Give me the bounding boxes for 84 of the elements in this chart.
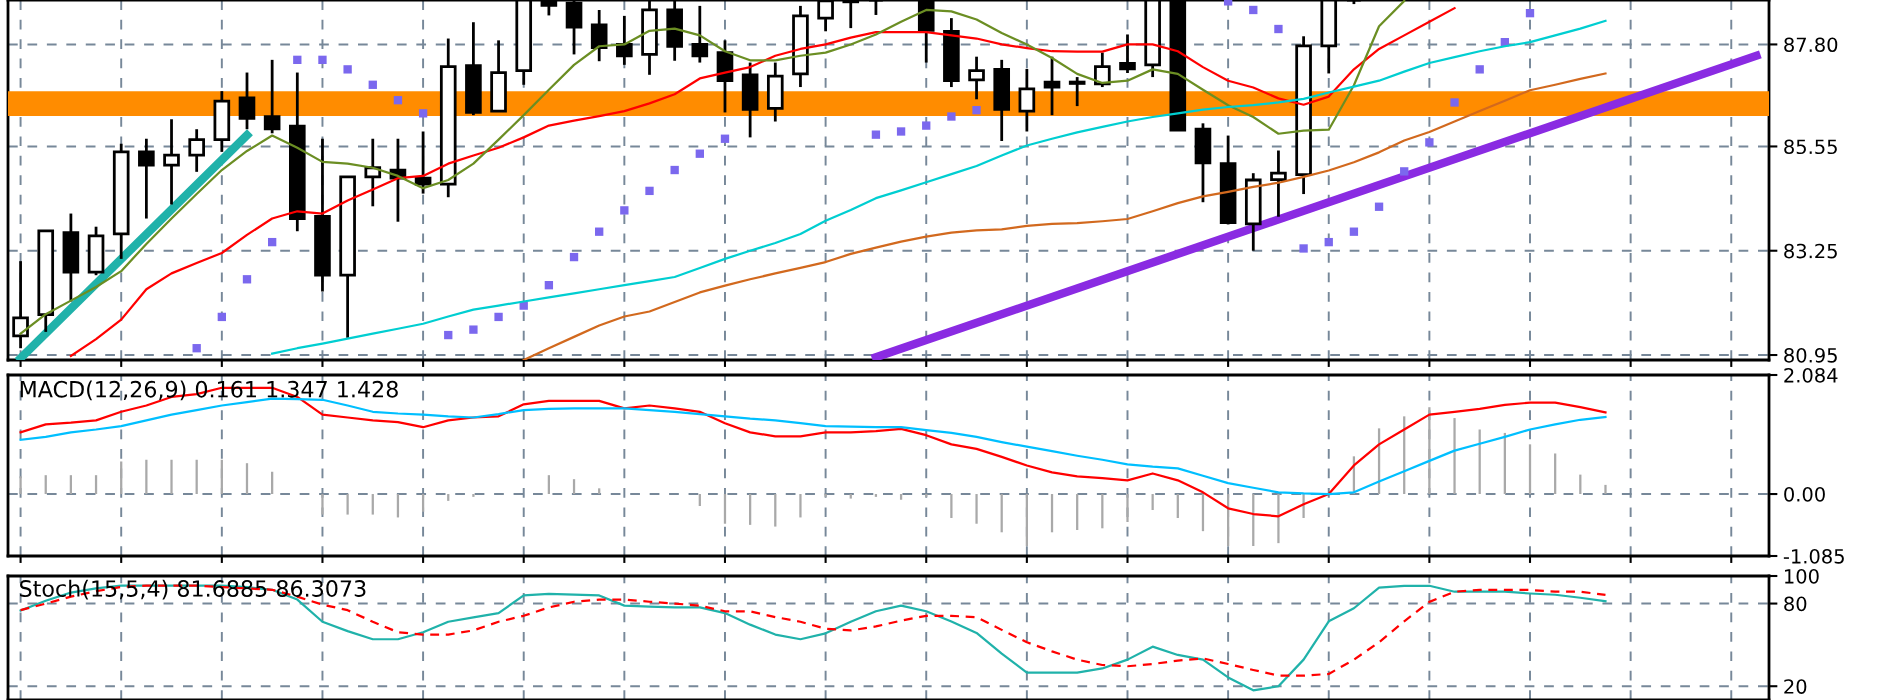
point xyxy=(217,312,226,322)
point xyxy=(569,252,579,262)
bar xyxy=(346,494,349,515)
point xyxy=(469,325,478,334)
point xyxy=(1374,202,1384,211)
y-tick-label: 85.55 xyxy=(1784,139,1837,155)
candlestick xyxy=(188,127,205,174)
bar xyxy=(899,494,903,500)
candlestick xyxy=(616,14,633,67)
point xyxy=(1450,98,1459,107)
bar xyxy=(950,494,953,519)
candlestick xyxy=(968,55,985,101)
bar xyxy=(1428,407,1431,495)
candlestick xyxy=(691,4,709,64)
point xyxy=(1425,138,1434,147)
point xyxy=(720,134,730,143)
point xyxy=(1274,24,1283,34)
candlestick xyxy=(1119,33,1136,75)
point xyxy=(972,106,981,115)
candlestick xyxy=(263,58,281,135)
y-tick-label: -1.085 xyxy=(1783,548,1844,564)
point xyxy=(1324,237,1333,247)
bar xyxy=(19,476,22,495)
point xyxy=(318,55,327,65)
point xyxy=(595,227,604,236)
point xyxy=(645,186,654,196)
bar xyxy=(849,494,852,499)
y-tick-label: 20 xyxy=(1784,679,1807,694)
y-tick-label: 100 xyxy=(1785,568,1819,584)
line-series xyxy=(271,19,1607,355)
y-tick-label: 80 xyxy=(1784,596,1807,612)
point xyxy=(1400,167,1409,176)
bar xyxy=(1453,418,1456,495)
point xyxy=(1249,5,1258,15)
point xyxy=(1525,8,1535,18)
y-tick-label: 0.00 xyxy=(1784,486,1825,502)
candlestick xyxy=(163,117,180,206)
bar xyxy=(975,494,978,524)
bar xyxy=(723,494,727,524)
candlestick xyxy=(1270,149,1287,219)
point xyxy=(267,237,277,247)
y-tick-label: 2.084 xyxy=(1784,367,1838,383)
y-tick-label: 87.80 xyxy=(1784,37,1838,53)
bar xyxy=(1126,494,1129,523)
bar xyxy=(1604,484,1607,495)
bar xyxy=(421,494,425,512)
candlestick xyxy=(12,259,29,350)
point xyxy=(444,330,453,340)
point xyxy=(418,109,428,118)
point xyxy=(368,80,377,89)
point xyxy=(242,275,252,284)
y-tick-label: 80.95 xyxy=(1784,347,1837,363)
point xyxy=(670,165,679,175)
y-tick-label: 83.25 xyxy=(1784,243,1837,259)
bar xyxy=(170,459,173,495)
bar xyxy=(1277,494,1280,544)
point xyxy=(343,65,352,74)
bar xyxy=(472,494,475,497)
point xyxy=(393,96,403,105)
bar xyxy=(925,494,928,497)
point xyxy=(192,344,201,353)
point xyxy=(544,281,554,290)
point xyxy=(293,55,302,65)
candlestick xyxy=(1018,67,1036,133)
bar xyxy=(824,494,827,497)
point xyxy=(1475,65,1484,74)
candlestick xyxy=(590,8,608,63)
candlestick xyxy=(238,71,256,131)
line-series xyxy=(522,72,1607,360)
point xyxy=(620,206,629,215)
point xyxy=(947,112,956,121)
point xyxy=(494,312,503,322)
bar xyxy=(321,494,324,515)
bar xyxy=(874,494,878,497)
point xyxy=(695,149,704,158)
point xyxy=(922,121,931,130)
bar xyxy=(598,488,601,495)
point xyxy=(1299,244,1308,253)
candlestick xyxy=(138,137,155,220)
candlestick xyxy=(1068,75,1086,108)
point xyxy=(896,127,906,136)
point xyxy=(871,130,881,139)
bar xyxy=(799,494,802,518)
point xyxy=(1349,227,1359,236)
